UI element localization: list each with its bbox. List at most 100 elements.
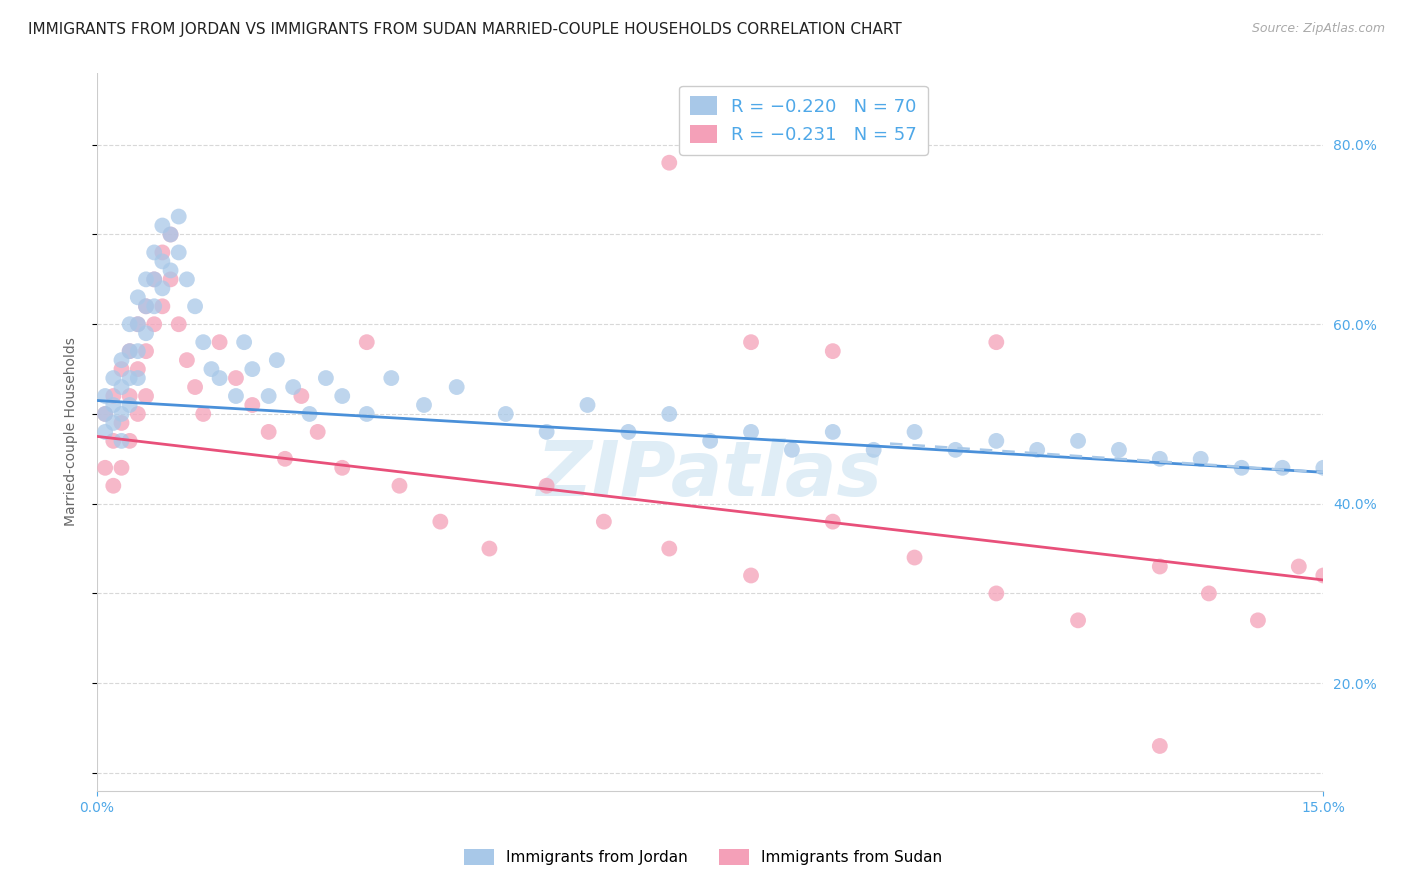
Point: [150, 281, 173, 295]
Point: [233, 335, 256, 350]
Point: [1312, 460, 1334, 475]
Point: [446, 380, 468, 394]
Point: [159, 227, 181, 242]
Point: [176, 272, 198, 286]
Point: [658, 407, 681, 421]
Point: [103, 398, 125, 412]
Point: [257, 389, 280, 403]
Point: [184, 299, 207, 313]
Point: [118, 317, 141, 331]
Point: [176, 353, 198, 368]
Point: [330, 389, 353, 403]
Point: [283, 380, 305, 394]
Point: [1312, 568, 1334, 582]
Point: [150, 299, 173, 313]
Point: [167, 210, 190, 224]
Point: [135, 326, 157, 341]
Point: [617, 425, 640, 439]
Point: [821, 515, 844, 529]
Point: [478, 541, 501, 556]
Point: [1026, 442, 1049, 457]
Point: [127, 317, 149, 331]
Point: [135, 299, 157, 313]
Text: ZIPatlas: ZIPatlas: [537, 438, 883, 512]
Point: [135, 272, 157, 286]
Point: [240, 362, 263, 376]
Point: [94, 407, 117, 421]
Point: [200, 362, 222, 376]
Point: [592, 515, 614, 529]
Point: [110, 434, 132, 448]
Y-axis label: Married-couple Households: Married-couple Households: [65, 337, 79, 526]
Point: [118, 434, 141, 448]
Point: [356, 407, 378, 421]
Point: [135, 389, 157, 403]
Point: [159, 227, 181, 242]
Text: Source: ZipAtlas.com: Source: ZipAtlas.com: [1251, 22, 1385, 36]
Point: [1149, 451, 1171, 466]
Point: [821, 344, 844, 359]
Point: [330, 460, 353, 475]
Legend: R = −0.220   N = 70, R = −0.231   N = 57: R = −0.220 N = 70, R = −0.231 N = 57: [679, 86, 928, 155]
Point: [945, 442, 967, 457]
Point: [1108, 442, 1130, 457]
Point: [127, 371, 149, 385]
Point: [110, 416, 132, 430]
Point: [388, 479, 411, 493]
Point: [127, 317, 149, 331]
Point: [903, 425, 925, 439]
Point: [193, 407, 215, 421]
Legend: Immigrants from Jordan, Immigrants from Sudan: Immigrants from Jordan, Immigrants from …: [457, 843, 949, 871]
Point: [150, 254, 173, 268]
Point: [135, 344, 157, 359]
Point: [274, 451, 297, 466]
Point: [135, 299, 157, 313]
Point: [429, 515, 451, 529]
Point: [143, 272, 166, 286]
Point: [740, 568, 762, 582]
Point: [150, 245, 173, 260]
Point: [986, 434, 1008, 448]
Point: [257, 425, 280, 439]
Point: [167, 245, 190, 260]
Point: [94, 407, 117, 421]
Point: [143, 317, 166, 331]
Point: [821, 425, 844, 439]
Point: [118, 398, 141, 412]
Point: [103, 434, 125, 448]
Point: [110, 460, 132, 475]
Point: [1230, 460, 1253, 475]
Point: [118, 344, 141, 359]
Point: [225, 389, 247, 403]
Point: [290, 389, 312, 403]
Point: [94, 389, 117, 403]
Point: [103, 389, 125, 403]
Point: [903, 550, 925, 565]
Point: [143, 299, 166, 313]
Point: [1247, 613, 1270, 627]
Point: [1149, 559, 1171, 574]
Point: [307, 425, 329, 439]
Point: [159, 272, 181, 286]
Point: [143, 245, 166, 260]
Point: [127, 362, 149, 376]
Point: [193, 335, 215, 350]
Point: [658, 541, 681, 556]
Point: [167, 317, 190, 331]
Point: [862, 442, 884, 457]
Point: [159, 263, 181, 277]
Point: [495, 407, 517, 421]
Text: IMMIGRANTS FROM JORDAN VS IMMIGRANTS FROM SUDAN MARRIED-COUPLE HOUSEHOLDS CORREL: IMMIGRANTS FROM JORDAN VS IMMIGRANTS FRO…: [28, 22, 901, 37]
Point: [110, 407, 132, 421]
Point: [103, 479, 125, 493]
Point: [225, 371, 247, 385]
Point: [103, 371, 125, 385]
Point: [208, 335, 231, 350]
Point: [1288, 559, 1310, 574]
Point: [780, 442, 803, 457]
Point: [150, 219, 173, 233]
Point: [658, 155, 681, 169]
Point: [315, 371, 337, 385]
Point: [1271, 460, 1294, 475]
Point: [1067, 613, 1090, 627]
